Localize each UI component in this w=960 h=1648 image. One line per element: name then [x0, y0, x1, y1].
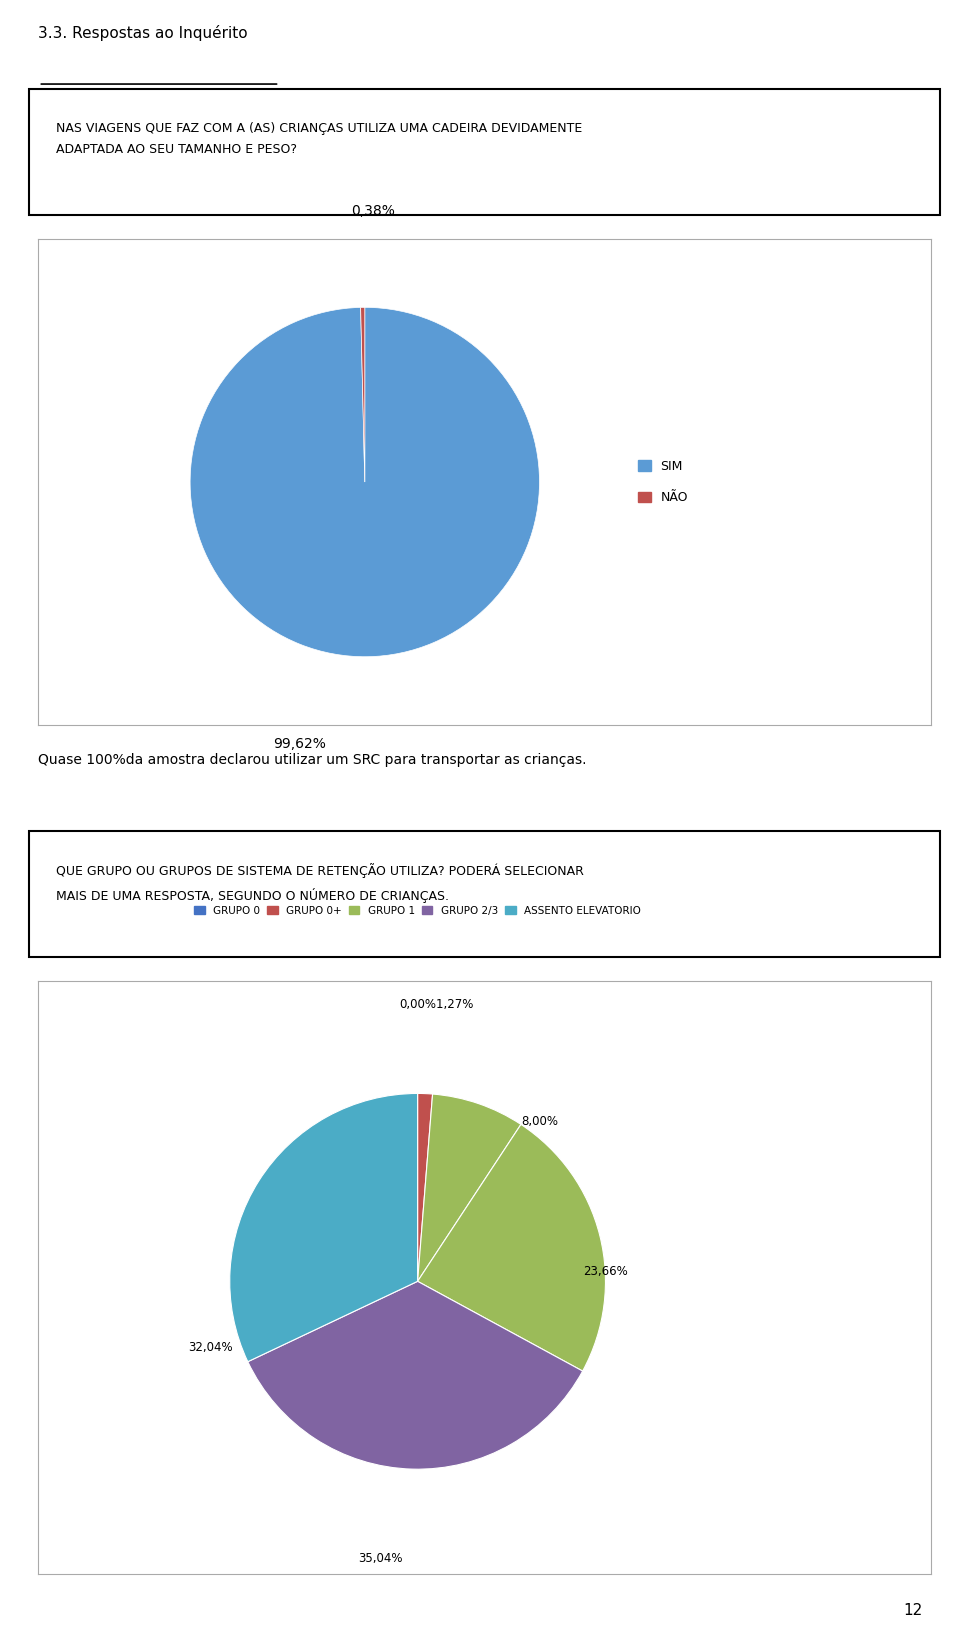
Text: 3.3. Respostas ao Inquérito: 3.3. Respostas ao Inquérito [38, 25, 248, 41]
Text: 32,04%: 32,04% [188, 1340, 233, 1353]
Text: 0,00%1,27%: 0,00%1,27% [399, 997, 473, 1010]
Text: 23,66%: 23,66% [583, 1266, 628, 1279]
Wedge shape [418, 1094, 521, 1282]
Wedge shape [229, 1094, 418, 1361]
FancyBboxPatch shape [30, 831, 940, 957]
Wedge shape [248, 1282, 583, 1468]
Wedge shape [361, 307, 365, 483]
Text: 12: 12 [903, 1604, 923, 1618]
Text: Quase 100%da amostra declarou utilizar um SRC para transportar as crianças.: Quase 100%da amostra declarou utilizar u… [38, 753, 587, 766]
Text: NAS VIAGENS QUE FAZ COM A (AS) CRIANÇAS UTILIZA UMA CADEIRA DEVIDAMENTE
ADAPTADA: NAS VIAGENS QUE FAZ COM A (AS) CRIANÇAS … [57, 122, 583, 155]
Text: 35,04%: 35,04% [358, 1552, 402, 1566]
FancyBboxPatch shape [30, 89, 940, 216]
Text: 99,62%: 99,62% [273, 737, 325, 751]
Text: 8,00%: 8,00% [521, 1116, 558, 1129]
Legend: GRUPO 0, GRUPO 0+, GRUPO 1, GRUPO 2/3, ASSENTO ELEVATORIO: GRUPO 0, GRUPO 0+, GRUPO 1, GRUPO 2/3, A… [190, 901, 645, 920]
Wedge shape [190, 307, 540, 658]
Wedge shape [418, 1094, 433, 1282]
Wedge shape [418, 1124, 606, 1371]
Legend: SIM, NÃO: SIM, NÃO [633, 455, 693, 509]
Text: 0,38%: 0,38% [351, 204, 396, 218]
Text: QUE GRUPO OU GRUPOS DE SISTEMA DE RETENÇÃO UTILIZA? PODERÁ SELECIONAR
MAIS DE UM: QUE GRUPO OU GRUPOS DE SISTEMA DE RETENÇ… [57, 864, 584, 903]
